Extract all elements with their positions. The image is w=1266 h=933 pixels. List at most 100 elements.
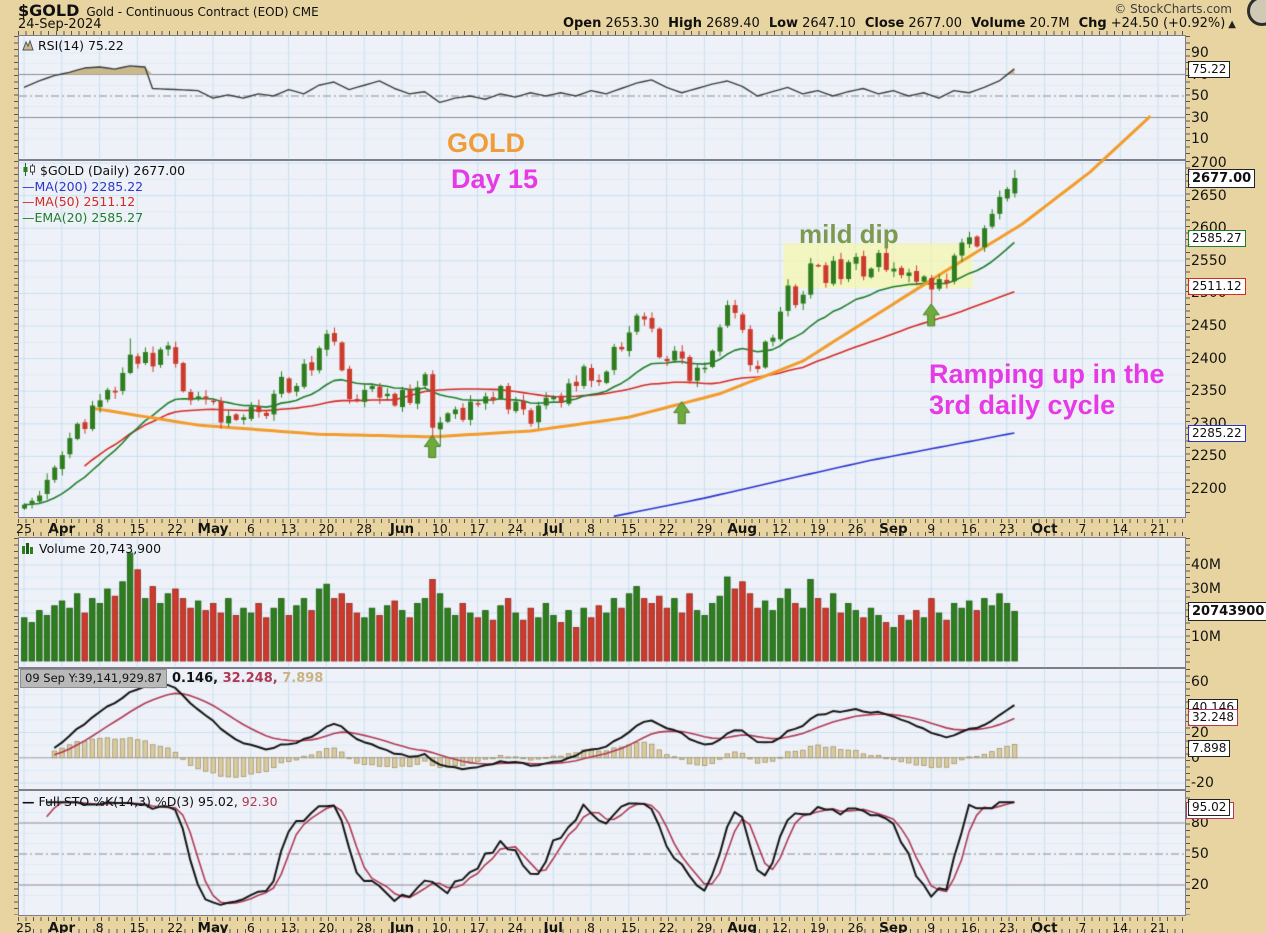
ohlc-quote-bar: Open 2653.30 High 2689.40 Low 2647.10 Close 267…: [554, 16, 1236, 31]
y-tick-label: 2250: [1191, 448, 1227, 465]
x-axis-upper: 25 Apr 8 15 22 May 6 13 20 28 Jun 10 17 24 Jul 8 15 22 29 A…: [0, 521, 1266, 537]
x-tick-label: 26: [847, 920, 864, 933]
y-tick-label: 10: [1191, 131, 1209, 147]
value-tag: 95.02: [1188, 799, 1231, 817]
volume-panel: [18, 537, 1186, 668]
x-tick-label: 25: [16, 521, 32, 536]
sto-legend-maroon: 92.30: [241, 794, 278, 809]
x-tick-label: 13: [280, 521, 297, 536]
annotation-ramping: Ramping up in the 3rd daily cycle: [929, 359, 1165, 421]
sto-legend: — Full STO %K(14,3) %D(3) 95.02, 92.30: [22, 794, 278, 809]
value-tag: 20743900: [1188, 602, 1266, 622]
candlestick-icon: [22, 163, 36, 180]
annotation-ramping-line2: 3rd daily cycle: [929, 390, 1116, 420]
x-tick-label: 26: [847, 521, 864, 536]
macd-value: 32.248,: [218, 671, 278, 686]
annotation-ramping-line1: Ramping up in the: [929, 359, 1165, 389]
ma200-legend: —MA(200) 2285.22: [22, 178, 144, 194]
x-tick-label: 29: [696, 920, 713, 933]
volume-bars-icon: [22, 542, 35, 557]
y-tick-label: 50: [1191, 88, 1209, 104]
quote-value: 2647.10: [802, 16, 856, 31]
macd-value: 7.898: [277, 671, 324, 686]
x-tick-label: 8: [95, 920, 104, 933]
change-up-arrow-icon: ▲: [1228, 19, 1236, 30]
y-tick-label: 2450: [1191, 318, 1227, 334]
x-tick-label: Oct: [1031, 920, 1058, 933]
rsi-panel: [18, 35, 1186, 160]
x-tick-label: 19: [809, 920, 826, 933]
annotation-day15: Day 15: [451, 164, 539, 194]
macd-panel: [18, 668, 1186, 790]
quote-value: +24.50 (+0.92%): [1110, 16, 1226, 31]
y-tick-label: -20: [1191, 775, 1214, 791]
annotation-mild-dip: mild dip: [799, 219, 899, 249]
x-tick-label: Oct: [1031, 521, 1058, 537]
sto-left-ticks: [14, 791, 18, 915]
x-tick-label: 22: [167, 521, 184, 536]
x-tick-label: May: [197, 920, 229, 933]
x-tick-label: 24: [507, 521, 524, 536]
x-tick-label: Sep: [879, 521, 908, 537]
x-tick-label: 9: [927, 920, 936, 933]
x-tick-label: 6: [246, 920, 255, 933]
x-tick-label: 22: [167, 920, 184, 933]
x-tick-label: 16: [961, 920, 977, 933]
y-tick-label: 40M: [1191, 557, 1221, 573]
sto-dash-icon: —: [22, 794, 35, 809]
x-tick-label: 15: [620, 521, 637, 536]
x-tick-label: 24: [507, 920, 524, 933]
x-tick-label: 25: [16, 920, 32, 933]
quote-value: 2653.30: [605, 16, 660, 31]
value-tag: 2677.00: [1188, 168, 1256, 188]
x-tick-label: 6: [246, 521, 255, 536]
symbol-description: Gold - Continuous Contract (EOD) CME: [86, 5, 319, 19]
value-tag: 7.898: [1188, 739, 1231, 757]
x-tick-label: Jun: [389, 521, 415, 537]
value-tag: 32.248: [1188, 709, 1238, 727]
x-tick-label: 12: [772, 521, 788, 536]
top-axis-ticks: [18, 31, 1186, 35]
x-tick-label: May: [197, 521, 229, 537]
x-tick-label: 22: [658, 920, 675, 933]
y-tick-label: 20: [1191, 877, 1209, 893]
stockcharts-credit: © StockCharts.com: [1114, 2, 1232, 16]
hover-tooltip: 09 Sep Y:39,141,929.87: [20, 669, 168, 688]
macd-right-ticks: [1186, 669, 1190, 789]
y-tick-label: 60: [1191, 674, 1209, 690]
x-tick-label: 20: [318, 521, 335, 536]
x-tick-label: 21: [1150, 521, 1166, 536]
ema20-legend: —EMA(20) 2585.27: [22, 209, 144, 225]
value-tag: 2585.27: [1188, 229, 1246, 247]
value-tag: 2511.12: [1188, 278, 1246, 296]
x-axis-lower: 25 Apr 8 15 22 May 6 13 20 28 Jun 10 17 24 Jul 8 15 22 29 A…: [0, 920, 1266, 933]
x-tick-label: 10: [431, 521, 448, 536]
annotation-gold: GOLD: [447, 128, 525, 158]
x-tick-label: 14: [1112, 920, 1129, 933]
price-legend: $GOLD (Daily) 2677.00 —MA(200) 2285.22 —…: [22, 163, 185, 225]
y-tick-label: 30: [1191, 109, 1209, 126]
quote-value: 2689.40: [706, 16, 760, 31]
price-panel: [18, 160, 1186, 518]
x-tick-label: 28: [356, 521, 373, 536]
price-legend-title: $GOLD (Daily) 2677.00: [40, 163, 186, 178]
rsi-area-icon: [22, 39, 34, 54]
x-tick-label: 8: [587, 521, 595, 536]
x-tick-label: 9: [927, 521, 936, 536]
x-tick-label: 22: [658, 521, 675, 536]
y-tick-label: 2350: [1191, 383, 1227, 400]
y-tick-label: 2200: [1191, 481, 1227, 497]
x-tick-label: 15: [620, 920, 637, 933]
x-tick-label: 15: [129, 521, 146, 536]
x-tick-label: 13: [280, 920, 297, 933]
macd-value: 0.146,: [172, 671, 219, 686]
sto-legend-black: Full STO %K(14,3) %D(3) 95.02,: [38, 794, 238, 809]
x-tick-label: 17: [469, 521, 486, 536]
price-left-ticks: [14, 161, 18, 517]
x-tick-label: 7: [1078, 521, 1087, 536]
x-tick-label: Apr: [48, 521, 76, 537]
y-tick-label: 2650: [1191, 187, 1227, 204]
quote-label: High: [668, 16, 703, 31]
price-right-ticks: [1186, 161, 1190, 517]
